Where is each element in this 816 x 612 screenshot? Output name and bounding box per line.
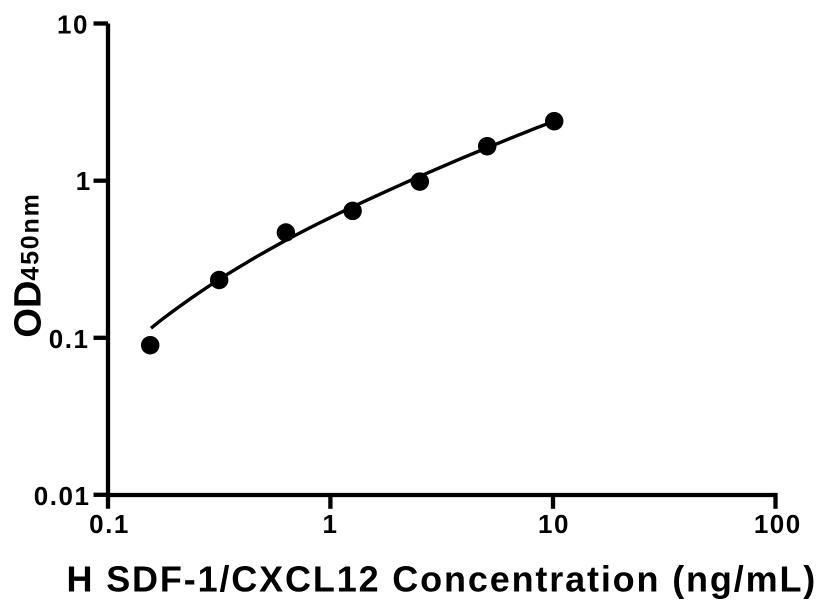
svg-text:0.01: 0.01 (34, 481, 91, 511)
svg-text:1: 1 (323, 509, 339, 539)
svg-text:1: 1 (76, 166, 92, 196)
svg-text:OD450nm: OD450nm (7, 192, 49, 337)
svg-text:10: 10 (57, 10, 89, 40)
svg-text:0.1: 0.1 (49, 324, 90, 354)
svg-text:10: 10 (538, 509, 570, 539)
svg-text:100: 100 (754, 509, 802, 539)
svg-text:H SDF-1/CXCL12 Concentration (: H SDF-1/CXCL12 Concentration (ng/mL) (67, 559, 816, 600)
svg-text:0.1: 0.1 (89, 509, 130, 539)
